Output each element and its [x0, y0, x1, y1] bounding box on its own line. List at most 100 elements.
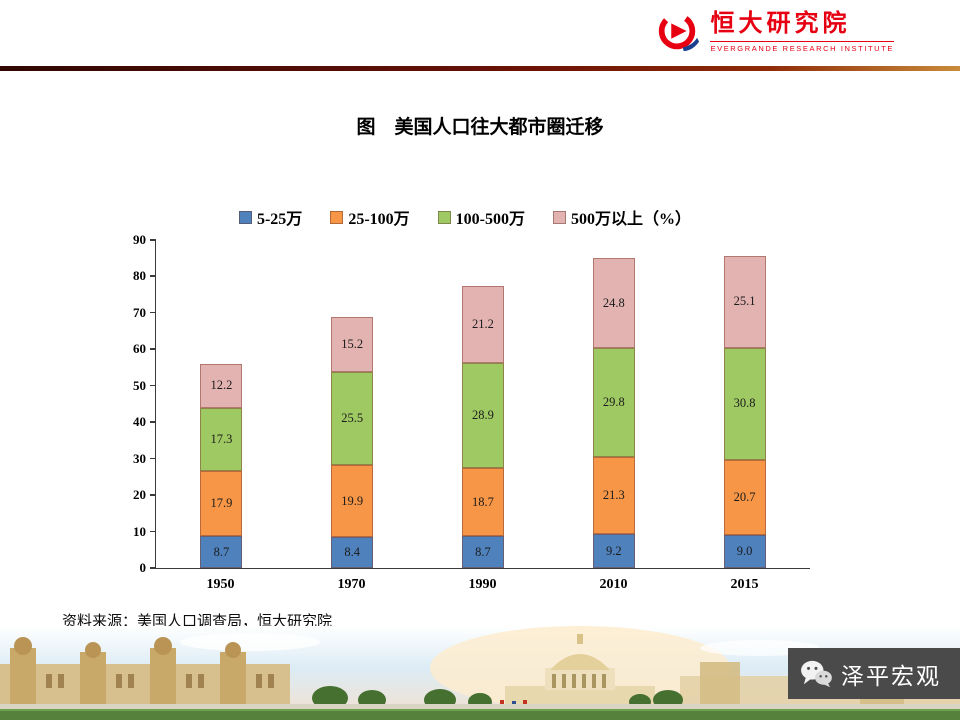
chart-legend: 5-25万 25-100万 100-500万 500万以上（%） [110, 205, 820, 229]
bar-column-2015: 9.0 20.7 30.8 25.1 [679, 241, 810, 568]
bar-segment: 18.7 [461, 468, 504, 537]
legend-swatch [437, 210, 451, 224]
wechat-account-name: 泽平宏观 [841, 662, 941, 689]
bar-value-label: 8.7 [475, 544, 491, 559]
bar-value-label: 24.8 [602, 295, 625, 310]
x-axis-label: 2010 [599, 577, 628, 592]
y-axis-label: 0 [139, 560, 147, 575]
logo-en-text: EVERGRANDE RESEARCH INSTITUTE [710, 40, 894, 53]
x-axis: 1950 1970 1990 2010 2015 [155, 577, 810, 593]
bar-stack: 8.4 19.9 25.5 15.2 [331, 316, 374, 568]
bar-segment: 19.9 [331, 464, 374, 538]
bar-segment: 29.8 [592, 348, 635, 457]
legend-swatch [330, 210, 344, 224]
y-axis-label: 50 [133, 377, 146, 393]
y-axis-tick [150, 567, 156, 569]
chart: 5-25万 25-100万 100-500万 500万以上（%） 0 10 20 30 40 5… [110, 205, 820, 605]
bar-value-label: 9.0 [736, 544, 753, 559]
bar-segment: 12.2 [200, 363, 243, 409]
bar-segment: 21.2 [461, 285, 504, 363]
legend-item-0: 5-25万 [238, 205, 303, 229]
bar-value-label: 17.9 [210, 496, 233, 511]
y-axis-label: 60 [133, 341, 146, 357]
bar-value-label: 28.9 [472, 408, 494, 422]
bar-value-label: 18.7 [472, 494, 494, 509]
legend-swatch [553, 210, 566, 224]
legend-label: 100-500万 [455, 211, 525, 228]
bar-value-label: 17.3 [210, 432, 233, 447]
x-axis-label: 1990 [468, 577, 497, 592]
wechat-icon [801, 660, 832, 687]
y-axis-tick [150, 348, 156, 350]
bar-value-label: 21.2 [472, 316, 494, 331]
bar-value-label: 30.8 [733, 396, 756, 411]
bar-value-label: 25.1 [733, 294, 756, 309]
bar-segment: 9.2 [592, 534, 635, 568]
logo-cn-text: 恒大研究院 [710, 10, 851, 38]
y-axis-tick [150, 457, 156, 460]
bar-stack: 8.7 18.7 28.9 21.2 [461, 285, 504, 568]
bar-segment: 17.3 [200, 408, 243, 472]
bar-segment: 20.7 [723, 459, 766, 536]
bar-stack: 9.2 21.3 29.8 24.8 [592, 257, 635, 568]
bar-value-label: 12.2 [210, 378, 233, 393]
y-axis-tick [150, 530, 156, 533]
y-axis-tick [150, 311, 156, 314]
y-axis-label: 20 [133, 487, 146, 503]
header-divider [0, 66, 960, 71]
legend-item-1: 25-100万 [330, 205, 410, 229]
legend-item-3: 500万以上（%） [553, 205, 691, 229]
legend-label: 25-100万 [348, 211, 410, 228]
page-title: 图 美国人口往大都市圈迁移 [356, 117, 604, 138]
header: 恒大研究院 EVERGRANDE RESEARCH INSTITUTE [0, 0, 960, 66]
bar-column-1950: 8.7 17.9 17.3 12.2 [156, 241, 287, 568]
x-axis-label: 1970 [337, 577, 366, 592]
bar-segment: 21.3 [592, 456, 635, 535]
wechat-badge: 泽平宏观 [788, 648, 960, 699]
y-axis-tick [150, 494, 156, 496]
y-axis-tick [150, 239, 156, 241]
y-axis-label: 10 [133, 523, 146, 539]
bar-stack: 8.7 17.9 17.3 12.2 [200, 363, 243, 568]
bar-column-1990: 8.7 18.7 28.9 21.2 [418, 241, 549, 568]
bar-column-1970: 8.4 19.9 25.5 15.2 [287, 241, 418, 568]
bar-value-label: 9.2 [605, 543, 622, 558]
bar-segment: 30.8 [723, 347, 766, 460]
legend-label: 500万以上（%） [571, 211, 692, 228]
y-axis-label: 80 [133, 268, 146, 284]
bar-column-2010: 9.2 21.3 29.8 24.8 [548, 241, 679, 568]
bar-value-label: 29.8 [602, 395, 625, 410]
y-axis-tick [150, 384, 156, 387]
bar-segment: 8.7 [461, 536, 504, 568]
y-axis-tick [150, 275, 156, 277]
logo: 恒大研究院 EVERGRANDE RESEARCH INSTITUTE [654, 9, 894, 55]
legend-label: 5-25万 [256, 211, 303, 228]
bar-value-label: 19.9 [341, 493, 364, 508]
bar-segment: 25.5 [331, 371, 374, 465]
bar-value-label: 20.7 [733, 489, 756, 504]
source-note: 资料来源：美国人口调查局，恒大研究院 [62, 613, 333, 630]
bar-segment: 17.9 [200, 471, 243, 537]
bar-value-label: 25.5 [341, 410, 364, 425]
bar-segment: 24.8 [592, 257, 635, 349]
y-axis-label: 40 [133, 414, 146, 430]
y-axis-tick [150, 421, 156, 423]
bar-segment: 15.2 [331, 316, 374, 372]
x-axis-label: 2015 [730, 577, 759, 592]
bar-segment: 8.4 [331, 537, 374, 568]
bar-value-label: 21.3 [602, 488, 625, 503]
legend-item-2: 100-500万 [437, 205, 525, 229]
bar-value-label: 8.4 [344, 545, 360, 560]
legend-swatch [238, 210, 252, 224]
bar-segment: 28.9 [461, 362, 504, 469]
bar-segment: 9.0 [723, 535, 766, 568]
y-axis-label: 90 [133, 232, 146, 247]
plot-area: 0 10 20 30 40 50 60 70 80 90 8.7 17.9 17.3 12.2 8.4 19.… [133, 232, 810, 575]
bar-segment: 8.7 [200, 536, 243, 568]
bar-segment: 25.1 [723, 256, 766, 348]
x-axis-label: 1950 [206, 577, 235, 592]
bar-value-label: 15.2 [341, 336, 364, 351]
y-axis-label: 70 [133, 304, 146, 320]
y-axis-label: 30 [133, 450, 146, 466]
evergrande-logo-icon [659, 12, 700, 52]
